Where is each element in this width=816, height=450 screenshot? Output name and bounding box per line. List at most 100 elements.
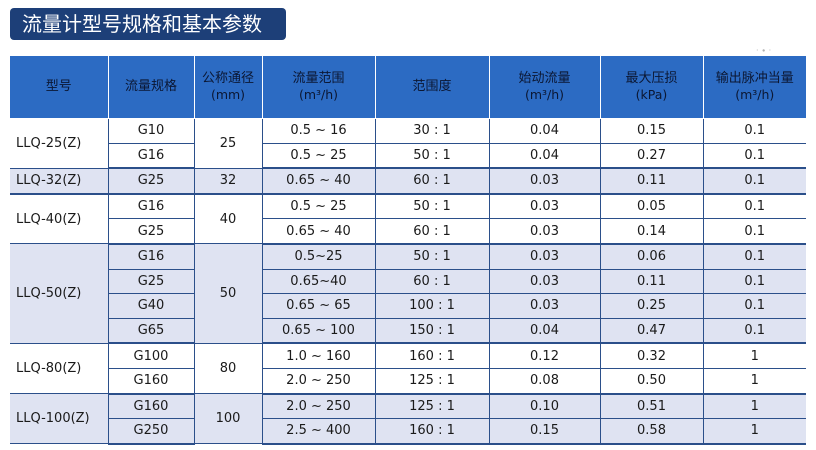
start-flow-cell: 0.04 xyxy=(489,318,601,345)
rangeability-cell: 50 : 1 xyxy=(375,143,490,170)
table-row: LLQ-40(Z) G16 40 0.5 ~ 25 50 : 1 0.03 0.05 0.1 xyxy=(10,193,806,245)
table-row: G25 0.65~40 60 : 1 0.03 0.11 0.1 xyxy=(10,269,806,295)
table-row: G16 0.5 ~ 25 50 : 1 0.04 0.27 0.1 xyxy=(10,143,806,170)
table-row: LLQ-100(Z) G160 100 2.0 ~ 250 125 : 1 0.10 0.5… xyxy=(10,393,806,445)
header-row: 型号 流量规格 公称通径 (mm) 流量范围 (m³/h) 范围度 始动流量 (m³/… xyxy=(10,56,806,119)
range-cell: 0.5 ~ 16 xyxy=(262,118,376,144)
diameter-cell: 80 xyxy=(194,343,263,395)
diameter-cell: 50 xyxy=(194,243,263,344)
range-cell: 0.5 ~ 25 xyxy=(262,193,376,220)
diameter-cell: 25 xyxy=(194,118,263,169)
spec-cell: G25 xyxy=(108,218,195,245)
rangeability-cell: 125 : 1 xyxy=(375,368,490,395)
range-cell: 0.5~25 xyxy=(262,243,376,270)
header-start-flow: 始动流量 (m³/h) xyxy=(489,56,601,119)
spec-cell: G16 xyxy=(108,193,195,220)
rangeability-cell: 30 : 1 xyxy=(375,118,490,144)
max-loss-cell: 0.47 xyxy=(600,318,704,345)
header-max-loss: 最大压损 (kPa) xyxy=(600,56,704,119)
model-cell: LLQ-50(Z) xyxy=(10,243,109,344)
spec-cell: G100 xyxy=(108,343,195,369)
rangeability-cell: 60 : 1 xyxy=(375,218,490,245)
start-flow-cell: 0.03 xyxy=(489,193,601,220)
pulse-cell: 0.1 xyxy=(703,218,806,245)
start-flow-cell: 0.04 xyxy=(489,143,601,170)
rangeability-cell: 160 : 1 xyxy=(375,343,490,369)
start-flow-cell: 0.03 xyxy=(489,218,601,245)
max-loss-cell: 0.11 xyxy=(600,168,704,195)
diameter-cell: 40 xyxy=(194,193,263,245)
range-cell: 2.0 ~ 250 xyxy=(262,368,376,395)
pulse-cell: 1 xyxy=(703,368,806,395)
table-row: G25 0.65 ~ 40 60 : 1 0.03 0.14 0.1 xyxy=(10,218,806,245)
diameter-cell: 100 xyxy=(194,393,263,445)
pulse-cell: 0.1 xyxy=(703,143,806,170)
model-cell: LLQ-32(Z) xyxy=(10,168,109,195)
range-cell: 1.0 ~ 160 xyxy=(262,343,376,369)
model-cell: LLQ-100(Z) xyxy=(10,393,109,445)
table-row: LLQ-32(Z) G25 32 0.65 ~ 40 60 : 1 0.03 0.11 0.1 xyxy=(10,168,806,195)
pulse-cell: 1 xyxy=(703,418,806,445)
spec-cell: G16 xyxy=(108,243,195,270)
header-rangeability: 范围度 xyxy=(375,56,490,119)
rangeability-cell: 150 : 1 xyxy=(375,318,490,345)
spec-cell: G160 xyxy=(108,368,195,395)
pulse-cell: 0.1 xyxy=(703,269,806,295)
spec-cell: G160 xyxy=(108,393,195,420)
pulse-cell: 0.1 xyxy=(703,293,806,319)
table-row: LLQ-50(Z) G16 50 0.5~25 50 : 1 0.03 0.06 0.1 xyxy=(10,243,806,344)
max-loss-cell: 0.51 xyxy=(600,393,704,420)
table-body: LLQ-25(Z) G10 25 0.5 ~ 16 30 : 1 0.04 0.15 0.1 G… xyxy=(10,118,806,445)
start-flow-cell: 0.04 xyxy=(489,118,601,144)
rangeability-cell: 125 : 1 xyxy=(375,393,490,420)
model-cell: LLQ-25(Z) xyxy=(10,118,109,169)
range-cell: 0.65 ~ 100 xyxy=(262,318,376,345)
max-loss-cell: 0.27 xyxy=(600,143,704,170)
pulse-cell: 0.1 xyxy=(703,243,806,270)
rangeability-cell: 50 : 1 xyxy=(375,193,490,220)
header-pulse: 输出脉冲当量 (m³/h) xyxy=(703,56,806,119)
rangeability-cell: 100 : 1 xyxy=(375,293,490,319)
spec-cell: G16 xyxy=(108,143,195,170)
header-model: 型号 xyxy=(10,56,109,119)
max-loss-cell: 0.06 xyxy=(600,243,704,270)
range-cell: 0.65~40 xyxy=(262,269,376,295)
start-flow-cell: 0.08 xyxy=(489,368,601,395)
pulse-cell: 0.1 xyxy=(703,318,806,345)
pulse-cell: 0.1 xyxy=(703,118,806,144)
spec-cell: G65 xyxy=(108,318,195,345)
spec-cell: G25 xyxy=(108,168,195,195)
max-loss-cell: 0.05 xyxy=(600,193,704,220)
rangeability-cell: 60 : 1 xyxy=(375,269,490,295)
header-range: 流量范围 (m³/h) xyxy=(262,56,376,119)
pulse-cell: 0.1 xyxy=(703,193,806,220)
page-title: 流量计型号规格和基本参数 xyxy=(10,8,286,40)
max-loss-cell: 0.50 xyxy=(600,368,704,395)
model-cell: LLQ-40(Z) xyxy=(10,193,109,245)
table-row: LLQ-80(Z) G100 80 1.0 ~ 160 160 : 1 0.12 0.32 1 xyxy=(10,343,806,395)
table-row: G160 2.0 ~ 250 125 : 1 0.08 0.50 1 xyxy=(10,368,806,395)
spec-table: 型号 流量规格 公称通径 (mm) 流量范围 (m³/h) 范围度 始动流量 (m³/… xyxy=(10,56,806,445)
rangeability-cell: 60 : 1 xyxy=(375,168,490,195)
model-cell: LLQ-80(Z) xyxy=(10,343,109,395)
spec-cell: G10 xyxy=(108,118,195,144)
start-flow-cell: 0.03 xyxy=(489,293,601,319)
header-diameter: 公称通径 (mm) xyxy=(194,56,263,119)
max-loss-cell: 0.58 xyxy=(600,418,704,445)
table-row: LLQ-25(Z) G10 25 0.5 ~ 16 30 : 1 0.04 0.15 0.1 xyxy=(10,118,806,169)
start-flow-cell: 0.12 xyxy=(489,343,601,369)
max-loss-cell: 0.25 xyxy=(600,293,704,319)
spec-cell: G250 xyxy=(108,418,195,445)
range-cell: 0.65 ~ 65 xyxy=(262,293,376,319)
start-flow-cell: 0.03 xyxy=(489,269,601,295)
range-cell: 0.65 ~ 40 xyxy=(262,218,376,245)
pulse-cell: 1 xyxy=(703,393,806,420)
table-row: G40 0.65 ~ 65 100 : 1 0.03 0.25 0.1 xyxy=(10,293,806,319)
range-cell: 0.65 ~ 40 xyxy=(262,168,376,195)
table-row: G65 0.65 ~ 100 150 : 1 0.04 0.47 0.1 xyxy=(10,318,806,345)
table-row: G250 2.5 ~ 400 160 : 1 0.15 0.58 1 xyxy=(10,418,806,445)
pulse-cell: 1 xyxy=(703,343,806,369)
max-loss-cell: 0.32 xyxy=(600,343,704,369)
header-spec: 流量规格 xyxy=(108,56,195,119)
rangeability-cell: 50 : 1 xyxy=(375,243,490,270)
